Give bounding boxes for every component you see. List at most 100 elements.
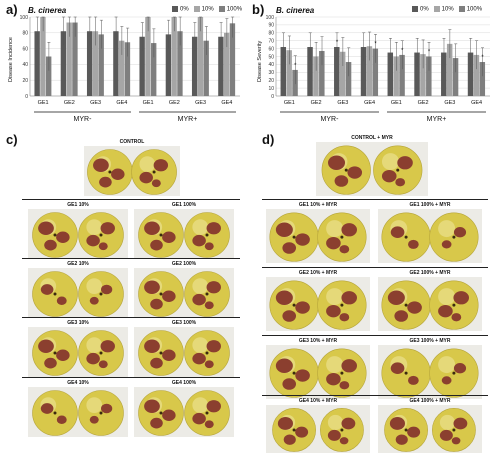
- lesion: [192, 352, 206, 365]
- y-tick-label: 40: [22, 62, 28, 68]
- apple-stem: [205, 292, 209, 296]
- bar: [177, 31, 183, 96]
- bar: [34, 31, 40, 96]
- significance-mark: *: [294, 63, 297, 69]
- apple-highlight: [326, 288, 344, 306]
- lesion: [38, 221, 54, 235]
- apple-photo: [28, 387, 128, 437]
- apple-stem: [99, 351, 103, 355]
- lesion: [44, 239, 57, 251]
- bar: [441, 52, 447, 96]
- bar: [60, 31, 67, 96]
- lesion: [56, 415, 67, 424]
- apple-stem: [159, 411, 163, 415]
- lesion: [407, 426, 421, 438]
- lesion: [100, 340, 115, 353]
- y-tick-label: 30: [268, 70, 274, 76]
- lesion: [277, 417, 293, 430]
- lesion: [395, 434, 408, 445]
- apple-stem: [159, 292, 163, 296]
- panel-a-legend: 0% 10% 100%: [172, 6, 242, 13]
- lesion: [441, 376, 452, 385]
- apple-stem: [53, 233, 57, 237]
- apple-stem: [452, 428, 456, 432]
- lesion: [451, 313, 462, 322]
- photo-caption: GE1 10%: [67, 202, 89, 208]
- legend-b-100-label: 100%: [466, 6, 483, 13]
- lesion: [101, 284, 113, 295]
- bar: [280, 47, 287, 96]
- group-label: MYR-: [74, 116, 93, 123]
- divider: [22, 377, 240, 378]
- x-tick-label: GE4: [116, 100, 127, 106]
- y-tick-label: 100: [20, 15, 29, 21]
- lesion: [347, 166, 363, 179]
- y-tick-label: 50: [268, 54, 274, 60]
- apple-stem: [205, 233, 209, 237]
- x-tick-label: GE2: [311, 100, 322, 106]
- apple-highlight: [438, 356, 456, 374]
- bar: [286, 50, 292, 96]
- apple-stem: [99, 292, 103, 296]
- y-tick-label: 60: [22, 46, 28, 52]
- lesion: [101, 403, 113, 414]
- lesion: [326, 304, 341, 318]
- lesion: [150, 417, 163, 429]
- lesion: [328, 155, 346, 171]
- lesion: [341, 291, 357, 305]
- lesion: [397, 156, 413, 170]
- bar: [72, 22, 78, 97]
- apple-stem: [404, 428, 408, 432]
- apple-photo: [28, 327, 128, 377]
- apple-highlight: [86, 337, 103, 353]
- apple-stem: [340, 235, 344, 239]
- apple-stem: [340, 428, 344, 432]
- lesion: [282, 378, 297, 390]
- group-label: MYR+: [178, 116, 198, 123]
- lesion: [206, 222, 221, 235]
- apple-stem: [340, 371, 344, 375]
- bar: [334, 47, 340, 96]
- lesion: [341, 417, 356, 430]
- lesion: [282, 242, 297, 254]
- x-tick-label: GE3: [444, 100, 455, 106]
- lesion: [86, 352, 100, 365]
- apple-stem: [340, 303, 344, 307]
- lesion: [139, 171, 153, 184]
- bar: [66, 22, 72, 97]
- lesion: [40, 284, 54, 295]
- photo-caption: GE2 10% + MYR: [298, 270, 338, 276]
- apple-stem: [452, 235, 456, 239]
- apple-stem: [53, 292, 57, 296]
- y-tick-label: 80: [268, 31, 274, 37]
- significance-mark: *: [401, 48, 404, 54]
- lesion: [453, 417, 468, 430]
- lesion: [38, 339, 54, 353]
- apple-photo: [378, 209, 482, 263]
- y-tick-label: 80: [22, 31, 28, 37]
- lesion: [98, 242, 108, 251]
- significance-mark: *: [374, 42, 377, 48]
- bar: [473, 54, 480, 96]
- lesion: [44, 357, 57, 369]
- lesion: [56, 296, 67, 305]
- apple-highlight: [381, 153, 399, 171]
- x-tick-label: GE4: [364, 100, 375, 106]
- legend-b-10-item: 10%: [433, 6, 454, 13]
- lesion: [56, 349, 70, 361]
- apple-stem: [53, 411, 57, 415]
- lesion: [408, 239, 419, 249]
- apple-photo: [28, 268, 128, 318]
- divider: [262, 267, 488, 268]
- divider: [262, 335, 488, 336]
- lesion: [89, 415, 99, 424]
- lesion: [144, 280, 160, 294]
- divider: [262, 395, 488, 396]
- photo-caption: CONTROL + MYR: [351, 135, 393, 141]
- apple-photo: [378, 345, 482, 399]
- lesion: [438, 304, 453, 318]
- bar: [393, 56, 399, 96]
- lesion: [439, 429, 453, 441]
- lesion: [326, 236, 341, 250]
